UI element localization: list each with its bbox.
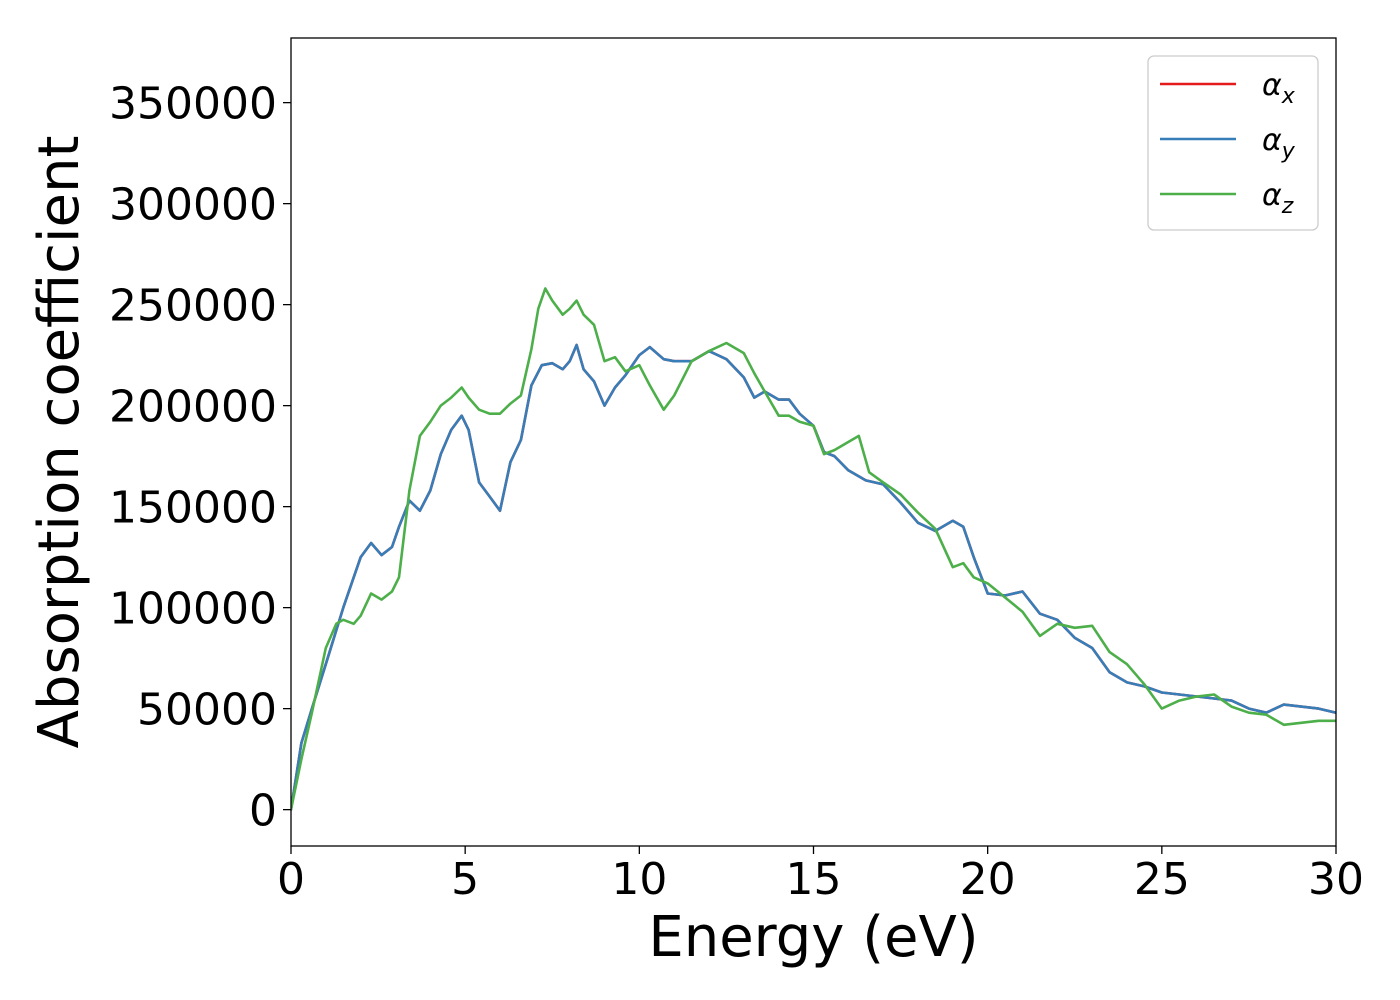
x-axis: 0 5 10 15 20 25 30 bbox=[277, 846, 1364, 905]
legend-label-y: αy bbox=[1262, 123, 1296, 164]
series-line-y bbox=[291, 343, 1336, 811]
legend-box bbox=[1147, 55, 1319, 231]
x-tick-label: 20 bbox=[960, 854, 1016, 905]
y-tick-label: 150000 bbox=[109, 483, 277, 534]
series-layer bbox=[291, 287, 1336, 811]
x-axis-title: Energy (eV) bbox=[648, 905, 978, 970]
legend-label-x: αx bbox=[1262, 68, 1296, 109]
x-tick-label: 5 bbox=[451, 854, 479, 905]
series-line-z bbox=[291, 287, 1336, 811]
x-tick-label: 30 bbox=[1308, 854, 1364, 905]
x-tick-label: 15 bbox=[786, 854, 842, 905]
legend-label-z: αz bbox=[1262, 178, 1294, 219]
y-axis-title: Absorption coefficient bbox=[27, 136, 92, 749]
x-tick-label: 0 bbox=[277, 854, 305, 905]
y-tick-label: 200000 bbox=[109, 382, 277, 433]
y-tick-label: 50000 bbox=[137, 685, 277, 736]
y-tick-label: 350000 bbox=[109, 79, 277, 130]
y-tick-label: 0 bbox=[249, 786, 277, 837]
y-axis: 0 50000 100000 150000 200000 250000 300000 3500… bbox=[109, 79, 291, 837]
x-tick-label: 25 bbox=[1134, 854, 1190, 905]
series-line-x bbox=[291, 343, 1336, 811]
y-tick-label: 100000 bbox=[109, 584, 277, 635]
x-tick-label: 10 bbox=[611, 854, 667, 905]
y-tick-label: 300000 bbox=[109, 180, 277, 231]
legend: αx αy αz bbox=[1147, 55, 1319, 231]
y-tick-label: 250000 bbox=[109, 281, 277, 332]
